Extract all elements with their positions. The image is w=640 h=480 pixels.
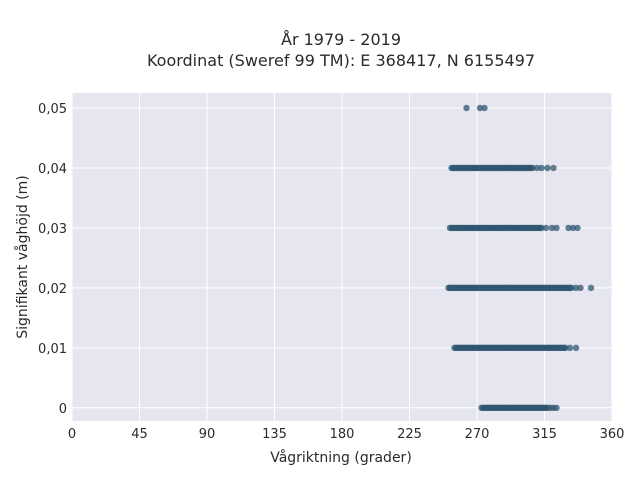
data-point (463, 104, 470, 112)
data-point (548, 224, 556, 232)
x-tick-label: 90 (199, 427, 216, 442)
y-tick-label: 0,03 (38, 222, 67, 237)
x-tick-label: 360 (600, 427, 625, 442)
y-tick-label: 0 (59, 402, 67, 417)
y-tick-label: 0,02 (38, 282, 67, 297)
data-point (553, 224, 560, 232)
data-point (550, 164, 557, 172)
y-tick-label: 0,04 (38, 162, 67, 177)
y-tick-label: 0,01 (38, 342, 67, 357)
x-tick-label: 45 (131, 427, 148, 442)
chart-title-line-2: Koordinat (Sweref 99 TM): E 368417, N 61… (147, 51, 535, 70)
data-point (476, 104, 484, 112)
scatter-points (445, 104, 595, 412)
data-point (572, 284, 580, 292)
x-tick-label: 0 (68, 427, 76, 442)
data-point (566, 344, 574, 352)
data-point (553, 404, 560, 412)
data-point (562, 344, 569, 352)
data-point (577, 284, 584, 292)
data-point (481, 104, 488, 112)
data-point (542, 224, 550, 232)
data-point (568, 284, 575, 292)
data-point (569, 224, 577, 232)
data-point (533, 164, 541, 172)
data-point (565, 224, 572, 232)
data-point (572, 344, 580, 352)
chart-title-line-1: År 1979 - 2019 (281, 30, 401, 49)
x-tick-labels: 0 45 90 135 180 225 270 315 360 (68, 427, 625, 442)
data-point (529, 164, 536, 172)
x-axis-label: Vågriktning (grader) (270, 449, 412, 466)
data-point (574, 224, 581, 232)
x-tick-label: 225 (397, 427, 422, 442)
y-tick-labels: 0 0,01 0,02 0,03 0,04 0,05 (38, 102, 67, 417)
x-tick-label: 135 (262, 427, 287, 442)
data-point (538, 224, 545, 232)
data-point (544, 164, 551, 172)
x-tick-label: 315 (532, 427, 557, 442)
data-point (587, 284, 595, 292)
y-axis-label: Signifikant våghöjd (m) (14, 175, 31, 338)
y-tick-label: 0,05 (38, 102, 67, 117)
x-tick-label: 180 (330, 427, 355, 442)
data-point (538, 164, 545, 172)
x-tick-label: 270 (465, 427, 490, 442)
